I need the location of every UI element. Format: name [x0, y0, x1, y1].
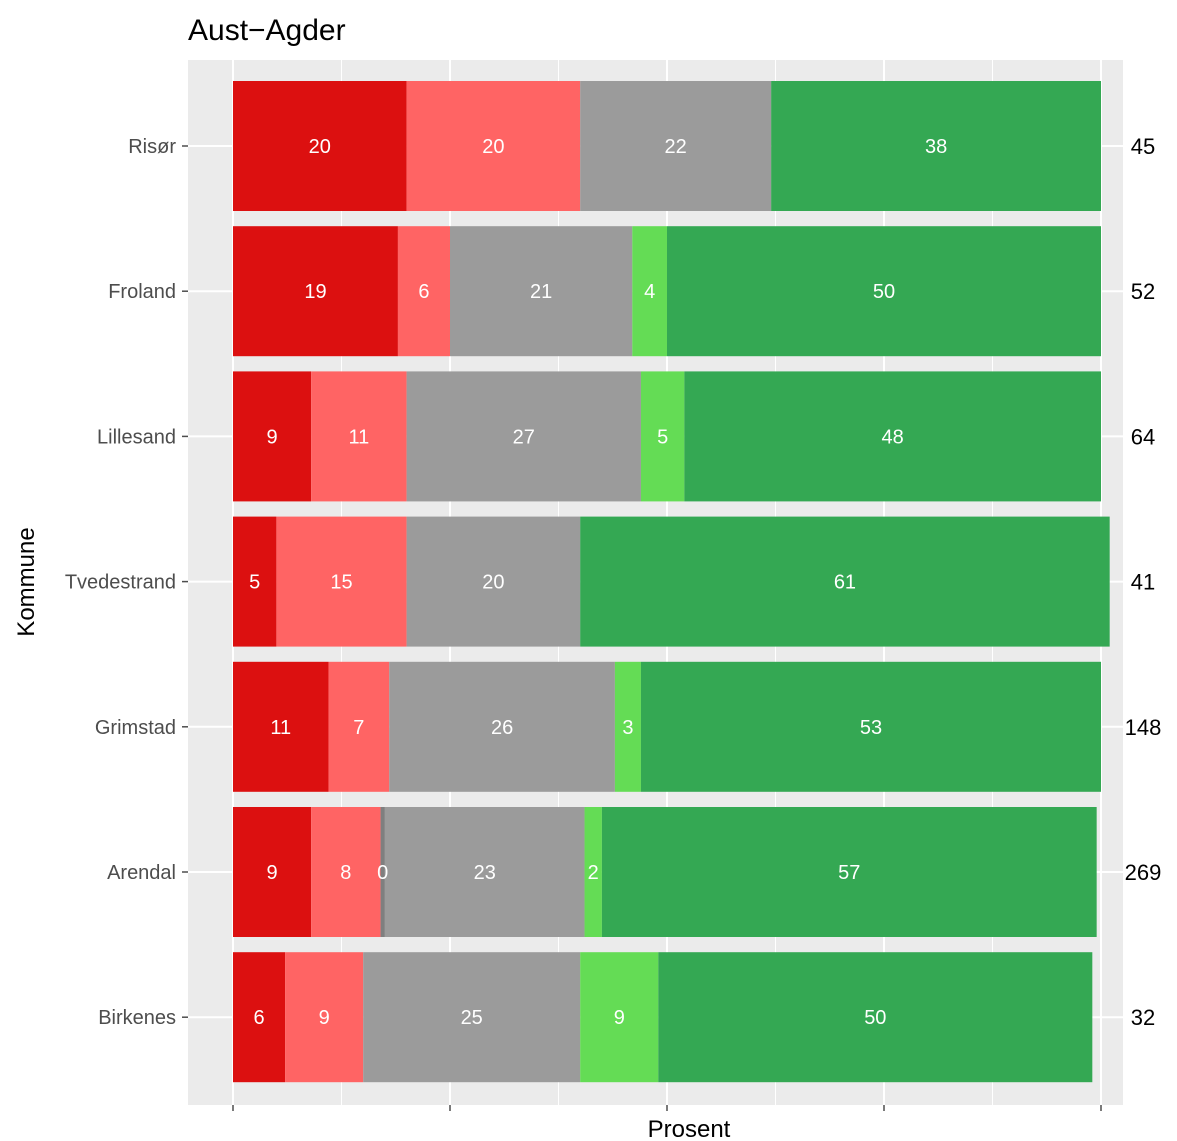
segment-value-label: 38	[925, 136, 947, 158]
bar-segment	[380, 807, 385, 937]
segment-value-label: 48	[882, 426, 904, 448]
category-label: Arendal	[107, 862, 176, 884]
segment-value-label: 9	[266, 426, 277, 448]
bar-segment	[771, 81, 1101, 211]
segment-value-label: 11	[270, 717, 291, 739]
segment-value-label: 4	[644, 281, 655, 303]
bar-segment	[614, 661, 641, 792]
segment-value-label: 15	[330, 572, 352, 594]
segment-value-label: 27	[513, 426, 535, 448]
segment-value-label: 6	[418, 281, 429, 303]
category-axis: Risør Froland Lillesand Tvedestrand Grimstad…	[65, 136, 188, 1029]
bar-segment	[285, 952, 364, 1083]
bar-segment	[311, 371, 407, 502]
bar-segment	[233, 516, 277, 647]
count-label: 41	[1131, 570, 1155, 595]
segment-value-label: 19	[304, 281, 326, 303]
category-label: Tvedestrand	[65, 572, 176, 594]
bar-segment	[363, 952, 581, 1083]
bar-segment	[667, 226, 1101, 357]
segment-value-label: 6	[253, 1007, 264, 1029]
segment-value-label: 50	[864, 1007, 886, 1029]
count-label: 32	[1131, 1005, 1155, 1030]
segment-value-label: 26	[491, 717, 513, 739]
bar-segment	[640, 371, 685, 502]
category-label: Froland	[108, 281, 176, 303]
bar-segment	[406, 81, 581, 211]
count-label: 52	[1131, 279, 1155, 304]
segment-value-label: 2	[588, 862, 599, 884]
bar-segment	[580, 952, 659, 1083]
category-label: Grimstad	[95, 717, 176, 739]
bar-segment	[584, 807, 602, 937]
chart-title: Aust−Agder	[188, 14, 346, 47]
segment-value-label: 57	[838, 862, 860, 884]
bar-segment	[658, 952, 1093, 1083]
bar-segment	[601, 807, 1097, 937]
count-label: 45	[1131, 134, 1155, 159]
segment-value-label: 23	[474, 862, 496, 884]
bar-segment	[632, 226, 667, 357]
bar-segment	[450, 226, 633, 357]
segment-value-label: 9	[614, 1007, 625, 1029]
bar-segment	[389, 661, 615, 792]
bar-segment	[384, 807, 585, 937]
segment-value-label: 11	[348, 426, 369, 448]
bar-segment	[406, 516, 581, 647]
category-label: Lillesand	[97, 426, 176, 448]
segment-value-label: 0	[377, 862, 388, 884]
category-label: Risør	[128, 136, 176, 158]
bar-segment	[684, 371, 1101, 502]
segment-value-label: 53	[860, 717, 882, 739]
segment-value-label: 9	[266, 862, 277, 884]
bar-segment	[311, 807, 381, 937]
segment-value-label: 5	[249, 572, 260, 594]
bar-segment	[233, 807, 312, 937]
segment-value-label: 21	[530, 281, 552, 303]
count-labels: 45 52 64 41 148 269 32	[1125, 134, 1162, 1030]
bar-segment	[233, 81, 407, 211]
y-axis-title: Kommune	[13, 527, 40, 636]
bar-segment	[640, 661, 1101, 792]
segment-value-label: 50	[873, 281, 895, 303]
bar-segment	[233, 371, 312, 502]
segment-value-label: 20	[482, 136, 504, 158]
category-label: Birkenes	[98, 1007, 176, 1029]
segment-value-label: 3	[622, 717, 633, 739]
bar-segment	[328, 661, 390, 792]
segment-value-label: 61	[834, 572, 856, 594]
segment-value-label: 25	[461, 1007, 483, 1029]
count-label: 269	[1125, 860, 1162, 885]
bar-segment	[233, 226, 398, 357]
bar-segment	[233, 952, 286, 1083]
segment-value-label: 22	[665, 136, 687, 158]
segment-value-label: 8	[340, 862, 351, 884]
segment-value-label: 20	[309, 136, 331, 158]
segment-value-label: 5	[657, 426, 668, 448]
segment-value-label: 7	[353, 717, 364, 739]
bar-segment	[406, 371, 641, 502]
segment-value-label: 9	[319, 1007, 330, 1029]
bar-segment	[580, 81, 772, 211]
bar-segment	[580, 516, 1110, 647]
bar-segment	[397, 226, 450, 357]
bar-segment	[276, 516, 407, 647]
x-axis-title: Prosent	[648, 1116, 731, 1141]
segment-value-label: 20	[482, 572, 504, 594]
bars	[233, 81, 1110, 1083]
bar-segment	[233, 661, 329, 792]
count-label: 64	[1131, 424, 1155, 449]
count-label: 148	[1125, 715, 1162, 740]
